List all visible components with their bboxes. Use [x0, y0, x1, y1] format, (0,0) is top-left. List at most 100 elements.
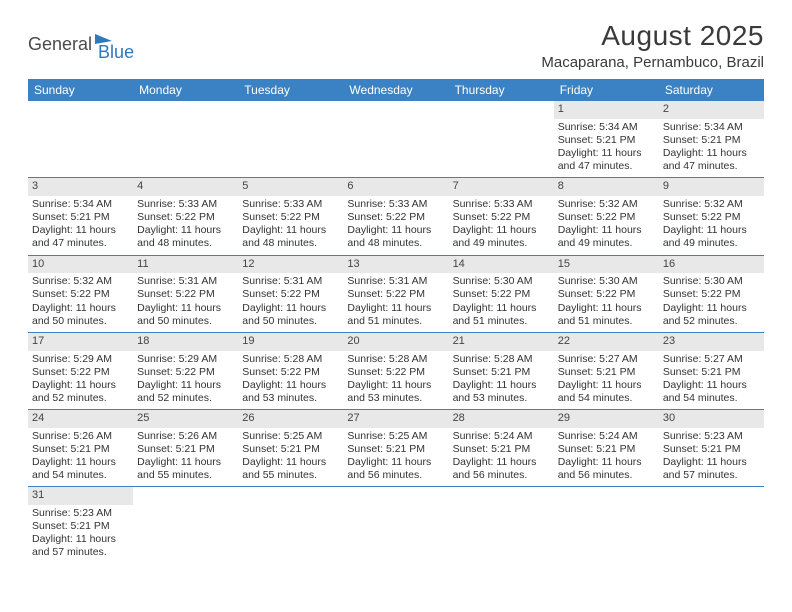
sunrise-line: Sunrise: 5:23 AM — [663, 430, 760, 443]
calendar: SundayMondayTuesdayWednesdayThursdayFrid… — [28, 79, 764, 564]
day-body: Sunrise: 5:25 AMSunset: 5:21 PMDaylight:… — [343, 428, 448, 487]
weekday-header: Friday — [554, 79, 659, 101]
day-cell: 10Sunrise: 5:32 AMSunset: 5:22 PMDayligh… — [28, 256, 133, 332]
week-row: 10Sunrise: 5:32 AMSunset: 5:22 PMDayligh… — [28, 256, 764, 333]
day-body: Sunrise: 5:32 AMSunset: 5:22 PMDaylight:… — [554, 196, 659, 255]
day-number: 1 — [554, 101, 659, 119]
sunrise-line: Sunrise: 5:25 AM — [347, 430, 444, 443]
daylight-line: Daylight: 11 hours and 48 minutes. — [242, 224, 339, 250]
day-number: 30 — [659, 410, 764, 428]
sunset-line: Sunset: 5:22 PM — [32, 288, 129, 301]
daylight-line: Daylight: 11 hours and 47 minutes. — [663, 147, 760, 173]
daylight-line: Daylight: 11 hours and 50 minutes. — [242, 302, 339, 328]
day-number: 11 — [133, 256, 238, 274]
day-number: 9 — [659, 178, 764, 196]
daylight-line: Daylight: 11 hours and 50 minutes. — [137, 302, 234, 328]
day-cell: 28Sunrise: 5:24 AMSunset: 5:21 PMDayligh… — [449, 410, 554, 486]
day-cell: 19Sunrise: 5:28 AMSunset: 5:22 PMDayligh… — [238, 333, 343, 409]
day-number: 18 — [133, 333, 238, 351]
day-cell: 17Sunrise: 5:29 AMSunset: 5:22 PMDayligh… — [28, 333, 133, 409]
sunset-line: Sunset: 5:21 PM — [558, 443, 655, 456]
day-body: Sunrise: 5:33 AMSunset: 5:22 PMDaylight:… — [449, 196, 554, 255]
sunset-line: Sunset: 5:21 PM — [242, 443, 339, 456]
weekday-header: Saturday — [659, 79, 764, 101]
day-cell: 30Sunrise: 5:23 AMSunset: 5:21 PMDayligh… — [659, 410, 764, 486]
day-body: Sunrise: 5:23 AMSunset: 5:21 PMDaylight:… — [28, 505, 133, 564]
day-body: Sunrise: 5:29 AMSunset: 5:22 PMDaylight:… — [28, 351, 133, 410]
day-body: Sunrise: 5:23 AMSunset: 5:21 PMDaylight:… — [659, 428, 764, 487]
daylight-line: Daylight: 11 hours and 53 minutes. — [347, 379, 444, 405]
day-cell: 21Sunrise: 5:28 AMSunset: 5:21 PMDayligh… — [449, 333, 554, 409]
sunset-line: Sunset: 5:22 PM — [663, 211, 760, 224]
sunset-line: Sunset: 5:21 PM — [663, 134, 760, 147]
daylight-line: Daylight: 11 hours and 50 minutes. — [32, 302, 129, 328]
weekday-header: Sunday — [28, 79, 133, 101]
day-cell: 7Sunrise: 5:33 AMSunset: 5:22 PMDaylight… — [449, 178, 554, 254]
daylight-line: Daylight: 11 hours and 53 minutes. — [453, 379, 550, 405]
day-cell: 27Sunrise: 5:25 AMSunset: 5:21 PMDayligh… — [343, 410, 448, 486]
sunset-line: Sunset: 5:22 PM — [137, 211, 234, 224]
sunset-line: Sunset: 5:22 PM — [453, 288, 550, 301]
sunrise-line: Sunrise: 5:24 AM — [453, 430, 550, 443]
sunset-line: Sunset: 5:21 PM — [32, 443, 129, 456]
weekday-header-row: SundayMondayTuesdayWednesdayThursdayFrid… — [28, 79, 764, 101]
day-number: 10 — [28, 256, 133, 274]
day-number: 22 — [554, 333, 659, 351]
sunrise-line: Sunrise: 5:34 AM — [663, 121, 760, 134]
day-number: 21 — [449, 333, 554, 351]
day-body: Sunrise: 5:33 AMSunset: 5:22 PMDaylight:… — [133, 196, 238, 255]
day-cell: 8Sunrise: 5:32 AMSunset: 5:22 PMDaylight… — [554, 178, 659, 254]
sunset-line: Sunset: 5:21 PM — [558, 366, 655, 379]
sunrise-line: Sunrise: 5:28 AM — [242, 353, 339, 366]
day-cell: 13Sunrise: 5:31 AMSunset: 5:22 PMDayligh… — [343, 256, 448, 332]
day-body: Sunrise: 5:32 AMSunset: 5:22 PMDaylight:… — [659, 196, 764, 255]
day-number: 4 — [133, 178, 238, 196]
daylight-line: Daylight: 11 hours and 55 minutes. — [137, 456, 234, 482]
sunrise-line: Sunrise: 5:28 AM — [347, 353, 444, 366]
day-cell: 24Sunrise: 5:26 AMSunset: 5:21 PMDayligh… — [28, 410, 133, 486]
daylight-line: Daylight: 11 hours and 56 minutes. — [558, 456, 655, 482]
sunset-line: Sunset: 5:21 PM — [663, 366, 760, 379]
daylight-line: Daylight: 11 hours and 48 minutes. — [137, 224, 234, 250]
sunrise-line: Sunrise: 5:34 AM — [558, 121, 655, 134]
day-body: Sunrise: 5:26 AMSunset: 5:21 PMDaylight:… — [28, 428, 133, 487]
day-number: 31 — [28, 487, 133, 505]
sunset-line: Sunset: 5:21 PM — [663, 443, 760, 456]
empty-cell — [659, 487, 764, 563]
daylight-line: Daylight: 11 hours and 48 minutes. — [347, 224, 444, 250]
day-number: 8 — [554, 178, 659, 196]
weekday-header: Wednesday — [343, 79, 448, 101]
day-body: Sunrise: 5:34 AMSunset: 5:21 PMDaylight:… — [659, 119, 764, 178]
daylight-line: Daylight: 11 hours and 54 minutes. — [663, 379, 760, 405]
sunrise-line: Sunrise: 5:31 AM — [242, 275, 339, 288]
day-cell: 2Sunrise: 5:34 AMSunset: 5:21 PMDaylight… — [659, 101, 764, 177]
empty-cell — [449, 487, 554, 563]
sunset-line: Sunset: 5:22 PM — [32, 366, 129, 379]
day-body: Sunrise: 5:33 AMSunset: 5:22 PMDaylight:… — [343, 196, 448, 255]
day-number: 3 — [28, 178, 133, 196]
day-cell: 11Sunrise: 5:31 AMSunset: 5:22 PMDayligh… — [133, 256, 238, 332]
sunset-line: Sunset: 5:22 PM — [137, 366, 234, 379]
daylight-line: Daylight: 11 hours and 54 minutes. — [558, 379, 655, 405]
sunset-line: Sunset: 5:21 PM — [32, 211, 129, 224]
sunset-line: Sunset: 5:21 PM — [453, 366, 550, 379]
sunset-line: Sunset: 5:22 PM — [242, 366, 339, 379]
sunrise-line: Sunrise: 5:32 AM — [32, 275, 129, 288]
day-cell: 31Sunrise: 5:23 AMSunset: 5:21 PMDayligh… — [28, 487, 133, 563]
daylight-line: Daylight: 11 hours and 51 minutes. — [347, 302, 444, 328]
title-block: August 2025 Macaparana, Pernambuco, Braz… — [541, 20, 764, 71]
day-body: Sunrise: 5:24 AMSunset: 5:21 PMDaylight:… — [554, 428, 659, 487]
daylight-line: Daylight: 11 hours and 57 minutes. — [663, 456, 760, 482]
day-number: 6 — [343, 178, 448, 196]
week-row: 3 Sunrise: 5:34 AMSunset: 5:21 PM Daylight… — [28, 178, 764, 255]
logo-text-general: General — [28, 34, 92, 55]
sunset-line: Sunset: 5:22 PM — [558, 211, 655, 224]
location-text: Macaparana, Pernambuco, Brazil — [541, 54, 764, 71]
sunrise-line: Sunrise: 5:34 AM — [32, 198, 129, 211]
daylight-line: Daylight: 11 hours and 57 minutes. — [32, 533, 129, 559]
sunrise-line: Sunrise: 5:27 AM — [558, 353, 655, 366]
daylight-line: Daylight: 11 hours and 51 minutes. — [453, 302, 550, 328]
sunrise-line: Sunrise: 5:25 AM — [242, 430, 339, 443]
daylight-line: Daylight: 11 hours and 49 minutes. — [663, 224, 760, 250]
sunrise-line: Sunrise: 5:23 AM — [32, 507, 129, 520]
